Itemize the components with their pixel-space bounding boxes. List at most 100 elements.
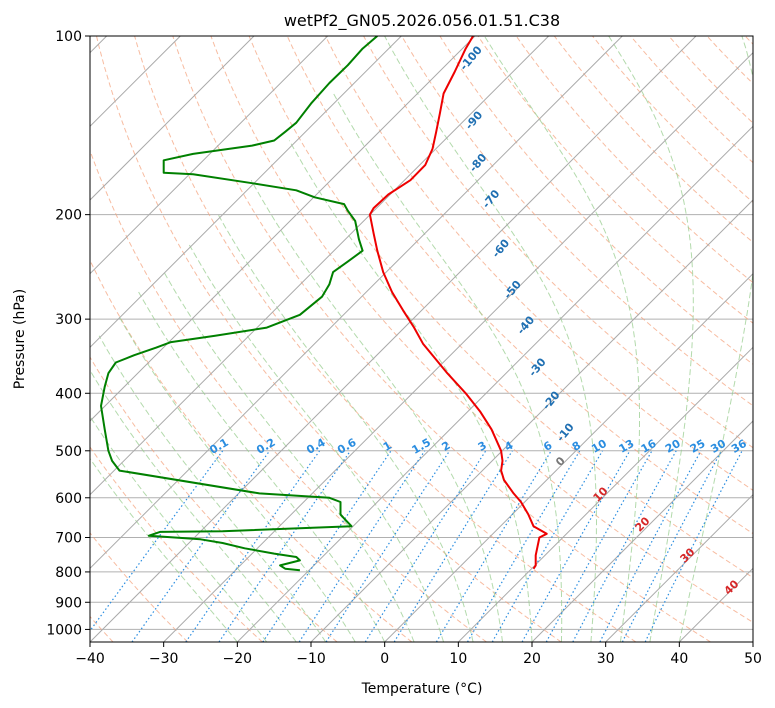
isotherm-line [457,346,753,642]
dry-adiabat-line [90,149,487,642]
isotherm-line [90,36,402,349]
mixing-ratio-line [572,450,677,642]
mixing-ratio-label: 0.2 [254,436,277,457]
mixing-ratio-label: 0.6 [335,436,359,457]
dry-adiabat-line [401,36,753,407]
mixing-ratio-line [131,450,271,642]
isotherm-line [90,36,329,275]
mixing-ratio-label: 13 [617,437,637,456]
dry-adiabat-line [96,36,562,642]
mixing-ratio-label: 1 [381,439,394,454]
isotherm-line [163,51,753,642]
dry-adiabat-line [324,36,753,491]
dry-adiabat-line [172,36,711,642]
mixing-ratio-line [364,450,487,642]
x-axis-label: Temperature (°C) [361,681,483,697]
mixing-ratio-line [491,450,604,642]
x-axis-ticks: −40 −30 −20 −10 0 10 20 30 40 50 [75,642,762,667]
dry-adiabat-label: -20 [540,388,563,412]
moist-adiabat-line [217,214,474,642]
x-tick-label: −30 [149,651,179,667]
moist-adiabat-line [117,314,356,642]
dry-adiabat-label: -90 [463,108,486,132]
moist-adiabat-line [90,415,268,642]
dry-adiabat-line [553,36,753,243]
mixing-ratio-label: 25 [688,437,708,456]
x-tick-label: 30 [597,651,615,667]
dewpoint-profile-line [100,36,378,572]
mixing-ratio-label: 30 [708,437,728,456]
mixing-ratio-label: 1.5 [410,436,433,457]
moist-adiabat-line [163,271,415,642]
isotherm-line [90,36,697,642]
x-tick-label: −10 [296,651,326,667]
isotherm-line [384,272,753,642]
mixing-ratio-label: 0.1 [207,436,230,457]
y-tick-label: 300 [55,312,82,328]
dry-adiabat-line [248,36,753,579]
x-tick-label: −20 [223,651,253,667]
mixing-ratio-label: 0.4 [304,436,328,457]
moist-adiabat-label: 30 [678,545,698,565]
moist-adiabat-line [98,335,327,642]
dry-adiabat-line [90,446,263,642]
dry-adiabat-line [134,36,637,642]
chart-title: wetPf2_GN05.2026.056.01.51.C38 [284,11,560,31]
moist-adiabat-line [678,36,753,642]
plot-area: -100-90-80-70-60-50-40-30-20-10 01020304… [90,36,753,642]
profiles [100,36,548,572]
isotherm-line [236,125,753,642]
dry-adiabat-line [210,36,753,623]
dry-adiabat-line [477,36,753,324]
dry-adiabat-label: -60 [490,236,513,260]
y-axis-ticks: 100 200 300 400 500 600 700 800 900 1000 [46,29,90,638]
dry-adiabat-line [439,36,753,365]
y-tick-label: 500 [55,444,82,460]
x-tick-label: −40 [75,651,105,667]
moist-adiabat-line [90,369,297,642]
y-tick-label: 100 [55,29,82,45]
moist-adiabat-line [483,36,640,642]
dry-adiabat-line [286,36,753,535]
y-tick-label: 1000 [46,622,82,638]
pressure-gridlines [90,36,753,630]
mixing-ratio-line [185,450,321,642]
isotherm-line [90,36,255,201]
isotherm-line [752,641,753,642]
isotherm-line [310,199,753,642]
dry-adiabat-line [515,36,753,284]
mixing-ratio-line [521,450,631,642]
mixing-ratio-label: 20 [663,437,683,456]
mixing-ratio-line [466,450,581,642]
moist-adiabats [90,36,753,642]
moist-adiabat-line [608,36,694,642]
moist-adiabat-label: 10 [591,484,611,504]
mixing-ratio-label: 36 [729,437,749,456]
dry-adiabat-label: -40 [514,313,537,337]
y-tick-label: 400 [55,386,82,402]
x-tick-label: 40 [670,651,688,667]
moist-adiabat-label: 40 [722,577,742,597]
mixing-ratio-line [393,450,513,642]
isotherm-line [90,36,550,496]
mixing-ratio-labels: 0.1 0.2 0.4 0.6 1 1.5 2 3 4 6 8 10 13 16 20 25 30 36 [207,436,749,457]
isotherm-line [605,493,753,642]
mixing-ratio-line [545,450,653,642]
dry-adiabat-line [592,36,753,203]
isotherm-line [90,36,623,570]
dry-adiabat-line [706,36,753,85]
moist-adiabat-line [384,36,597,642]
dry-adiabats [90,36,753,642]
mixing-ratio-line [325,450,451,642]
plot-frame [89,35,754,643]
dry-adiabat-label: -50 [501,278,524,302]
dry-adiabat-labels: -100-90-80-70-60-50-40-30-20-10 [457,43,577,444]
isotherm-line [90,36,476,422]
moist-adiabat-line [90,457,238,642]
temperature-profile-line [368,36,548,570]
dry-adiabat-line [90,259,413,642]
x-tick-label: 50 [744,651,762,667]
moist-adiabat-label: 20 [633,514,653,534]
